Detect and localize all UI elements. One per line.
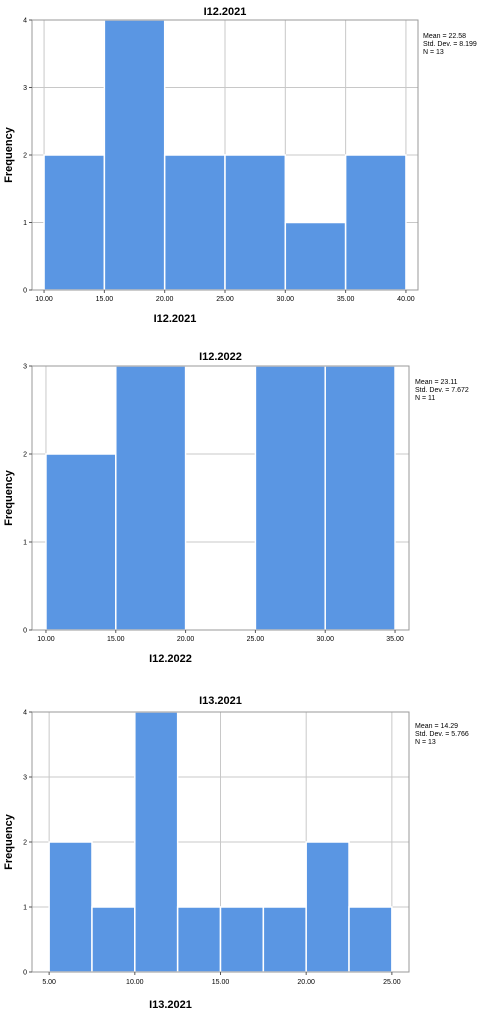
bar-5 <box>344 154 407 291</box>
x-tick-label-4: 30.00 <box>316 636 334 643</box>
y-axis-label: Frequency <box>3 126 15 183</box>
x-tick-label-6: 40.00 <box>397 296 415 303</box>
bar-2 <box>163 154 226 291</box>
bar-3 <box>176 906 222 973</box>
bar-0 <box>48 841 93 973</box>
x-axis-label: I12.2022 <box>149 653 192 665</box>
bar-4 <box>324 365 396 631</box>
stat-line-2: N = 13 <box>423 49 444 56</box>
stat-line-2: N = 11 <box>415 395 435 402</box>
bar-1 <box>115 365 187 631</box>
y-tick-label-3: 3 <box>23 775 27 782</box>
stat-line-0: Mean = 22.58 <box>423 33 466 40</box>
x-axis-label: I12.2021 <box>154 313 197 325</box>
y-axis-label: Frequency <box>3 469 15 526</box>
chart-title: I13.2021 <box>199 695 242 707</box>
bar-3 <box>224 154 287 291</box>
bar-0 <box>45 453 117 631</box>
x-tick-label-2: 20.00 <box>177 636 195 643</box>
stat-line-1: Std. Dev. = 7.672 <box>415 387 469 394</box>
stat-line-2: N = 13 <box>415 739 436 746</box>
y-tick-label-0: 0 <box>23 628 27 635</box>
bar-0 <box>43 154 106 291</box>
x-tick-label-0: 5.00 <box>42 979 56 986</box>
y-tick-label-2: 2 <box>23 840 27 847</box>
chart-title: I12.2021 <box>204 6 247 18</box>
y-tick-label-3: 3 <box>23 85 27 92</box>
x-tick-label-0: 10.00 <box>35 296 53 303</box>
bar-6 <box>305 841 350 973</box>
y-tick-label-4: 4 <box>23 18 27 25</box>
x-tick-label-0: 10.00 <box>37 636 55 643</box>
stat-line-0: Mean = 14.29 <box>415 723 458 730</box>
x-tick-label-3: 25.00 <box>247 636 265 643</box>
bar-1 <box>103 19 166 291</box>
y-tick-label-4: 4 <box>23 710 27 717</box>
stat-line-0: Mean = 23.11 <box>415 379 458 386</box>
x-tick-label-1: 15.00 <box>96 296 114 303</box>
x-tick-label-2: 20.00 <box>156 296 174 303</box>
x-tick-label-5: 35.00 <box>337 296 355 303</box>
y-tick-label-1: 1 <box>23 220 27 227</box>
x-tick-label-3: 20.00 <box>297 979 315 986</box>
bar-7 <box>348 906 393 973</box>
stat-line-1: Std. Dev. = 5.766 <box>415 731 469 738</box>
bar-1 <box>91 906 136 973</box>
y-tick-label-0: 0 <box>23 970 27 977</box>
x-tick-label-5: 35.00 <box>386 636 404 643</box>
bar-5 <box>262 906 307 973</box>
stat-line-1: Std. Dev. = 8.199 <box>423 41 477 48</box>
bar-3 <box>254 365 326 631</box>
chart-title: I12.2022 <box>199 351 242 363</box>
y-tick-label-2: 2 <box>23 452 27 459</box>
x-tick-label-4: 25.00 <box>383 979 401 986</box>
x-axis-label: I13.2021 <box>149 999 192 1011</box>
x-tick-label-3: 25.00 <box>216 296 234 303</box>
x-tick-label-2: 15.00 <box>212 979 230 986</box>
y-tick-label-1: 1 <box>23 540 27 547</box>
histogram-i12-2022: 0 1 2 3 10.00 15.00 20.00 25.00 30.00 35.00 I12.20… <box>3 351 469 665</box>
x-tick-label-1: 15.00 <box>107 636 125 643</box>
bar-4 <box>219 906 265 973</box>
x-tick-label-1: 10.00 <box>126 979 144 986</box>
histogram-i13-2021: 0 1 2 3 4 5.00 10.00 15.00 20.00 25.00 I13.2021 I13… <box>3 695 469 1011</box>
histogram-i12-2021: 0 1 2 3 4 10.00 15.00 20.00 25.00 30.00 35.00 40.00… <box>3 6 477 325</box>
y-tick-label-3: 3 <box>23 364 27 371</box>
x-tick-label-4: 30.00 <box>277 296 295 303</box>
bar-2 <box>134 711 179 973</box>
y-tick-label-2: 2 <box>23 153 27 160</box>
y-axis-label: Frequency <box>3 813 15 870</box>
y-tick-label-1: 1 <box>23 905 27 912</box>
bar-4 <box>284 221 347 291</box>
y-tick-label-0: 0 <box>23 288 27 295</box>
plot-frame <box>31 365 410 631</box>
